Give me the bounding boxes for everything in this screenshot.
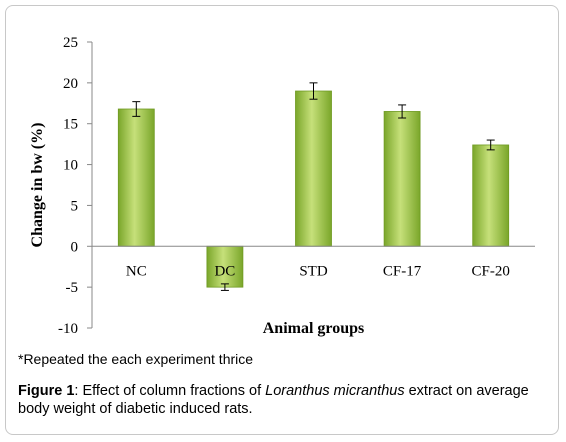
error-bar-nc xyxy=(132,101,141,117)
caption-text-after: extract on average body weight of diabet… xyxy=(18,383,529,417)
bars xyxy=(117,90,510,288)
figure-caption: Figure 1: Effect of column fractions of … xyxy=(18,382,546,418)
error-bar-std xyxy=(309,82,318,100)
footnote: *Repeated the each experiment thrice xyxy=(18,351,254,367)
error-bar-cf-17 xyxy=(398,104,407,119)
caption-text-before: : Effect of column fractions of xyxy=(74,383,266,399)
bar-cf-17 xyxy=(383,111,421,247)
y-tick-label: 20 xyxy=(63,76,78,92)
category-label-dc: DC xyxy=(214,263,235,279)
bar-nc xyxy=(117,108,155,247)
x-axis-title: Animal groups xyxy=(263,320,365,337)
error-bar-cf-20 xyxy=(486,139,495,151)
category-label-std: STD xyxy=(299,263,328,279)
bar-chart: -10 -5 0 5 10 15 20 25 NC DC STD CF-17 CF-20 Animal… xyxy=(29,35,535,337)
error-bar-dc xyxy=(220,283,229,291)
bar-cf-20 xyxy=(472,144,510,247)
error-bars xyxy=(132,82,495,291)
y-tick-label: 5 xyxy=(71,198,79,214)
figure-frame xyxy=(5,5,559,435)
y-tick-label: 0 xyxy=(71,239,79,255)
bar-std xyxy=(295,90,332,247)
y-tick-label: 25 xyxy=(63,35,78,51)
caption-italic-text: Loranthus micranthus xyxy=(265,383,405,399)
y-tick-label: -10 xyxy=(58,321,78,337)
y-tick-label: 10 xyxy=(63,158,78,174)
y-axis-title: Change in bw (%) xyxy=(29,123,46,248)
y-tick-label: -5 xyxy=(66,280,79,296)
category-label-cf-20: CF-20 xyxy=(472,263,510,279)
caption-label: Figure 1 xyxy=(18,383,75,399)
category-labels: NC DC STD CF-17 CF-20 xyxy=(126,263,510,279)
y-axis-ticks: -10 -5 0 5 10 15 20 25 xyxy=(58,35,92,337)
category-label-nc: NC xyxy=(126,263,147,279)
y-tick-label: 15 xyxy=(63,117,78,133)
category-label-cf-17: CF-17 xyxy=(383,263,422,279)
